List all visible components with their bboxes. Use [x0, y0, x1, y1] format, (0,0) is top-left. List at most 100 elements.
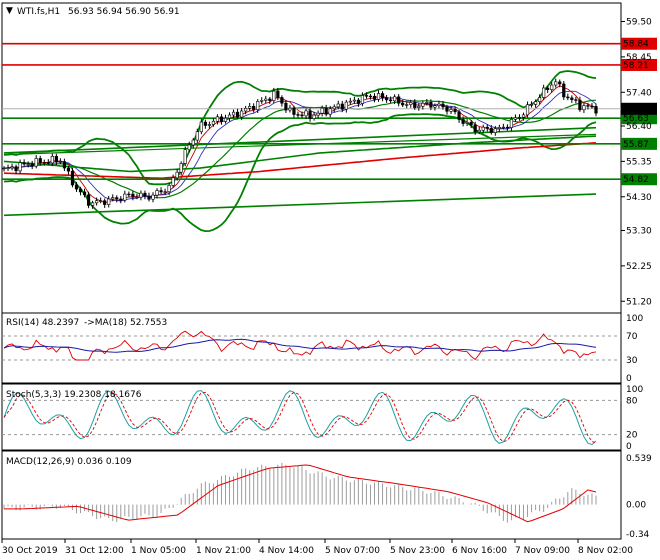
stoch-tick-label: 20 — [626, 431, 638, 441]
candle-body — [38, 158, 42, 163]
candle-body — [207, 124, 211, 126]
price-tick-label: 51.20 — [626, 297, 652, 307]
level-tag — [621, 58, 657, 71]
candle-body — [457, 111, 461, 120]
current-price-tag — [621, 102, 657, 115]
candle-body — [300, 114, 304, 117]
candle-body — [501, 126, 505, 129]
candle-body — [18, 162, 22, 172]
candle-body — [316, 112, 320, 116]
price-tick-label: 53.30 — [626, 226, 652, 236]
candle-body — [288, 107, 292, 111]
candle-body — [139, 192, 143, 198]
candle-body — [127, 193, 131, 196]
candle-body — [449, 109, 453, 112]
time-tick-label: 4 Nov 14:00 — [259, 546, 314, 556]
candle-body — [115, 197, 119, 200]
candle-body — [505, 126, 510, 129]
candle-body — [425, 102, 429, 104]
time-tick-label: 30 Oct 2019 — [2, 546, 58, 556]
candle-body — [10, 166, 14, 169]
candle-body — [336, 103, 340, 108]
candle-body — [525, 104, 530, 116]
time-tick-label: 5 Nov 23:00 — [390, 546, 445, 556]
candle-body — [405, 104, 409, 106]
candle-body — [481, 126, 485, 131]
candle-body — [340, 103, 344, 110]
candle-body — [175, 171, 179, 179]
candle-body — [248, 105, 252, 109]
candle-body — [393, 96, 397, 102]
macd-tick-label: 0.00 — [626, 501, 646, 511]
candle-body — [469, 122, 473, 126]
candle-body — [348, 100, 352, 103]
candle-body — [550, 84, 554, 90]
candle-body — [6, 167, 10, 169]
current-price-label: 56.91 — [623, 105, 649, 115]
candle-body — [167, 185, 171, 193]
macd-signal-line — [4, 464, 597, 523]
candle-body — [30, 163, 34, 167]
candle-body — [143, 192, 147, 197]
candle-body — [199, 121, 203, 133]
candle-body — [163, 191, 167, 193]
level-tag-label: 55.87 — [623, 140, 649, 150]
candle-body — [477, 129, 481, 133]
candle-body — [533, 101, 538, 105]
candle-body — [529, 104, 534, 106]
time-tick-label: 7 Nov 09:00 — [515, 546, 570, 556]
candle-body — [2, 167, 6, 170]
candle-body — [50, 156, 54, 164]
candle-body — [465, 122, 469, 124]
candle-body — [147, 195, 151, 200]
level-tag — [621, 137, 657, 150]
candle-body — [191, 139, 195, 146]
candle-body — [497, 127, 501, 129]
ma-fast-line — [3, 85, 597, 204]
rsi-tick-label: 0 — [626, 374, 632, 384]
candle-body — [401, 102, 405, 106]
level-tag-label: 56.63 — [623, 114, 649, 124]
candle-body — [332, 106, 336, 110]
candle-body — [78, 188, 83, 193]
candle-body — [485, 126, 489, 129]
candle-body — [292, 107, 296, 115]
stoch-tick-label: 80 — [626, 396, 638, 406]
candle-body — [119, 198, 123, 201]
time-tick-label: 5 Nov 07:00 — [325, 546, 380, 556]
stoch-tick-label: 100 — [626, 385, 643, 395]
candle-body — [171, 177, 175, 186]
candle-body — [70, 170, 75, 186]
candle-body — [542, 87, 546, 98]
rsi-label: RSI(14) 48.2397 — [6, 318, 79, 328]
candle-body — [364, 95, 369, 97]
time-tick-label: 1 Nov 05:00 — [131, 546, 186, 556]
candle-body — [489, 128, 493, 133]
price-tick-label: 55.35 — [626, 157, 652, 167]
candle-body — [473, 124, 477, 133]
candle-body — [517, 116, 522, 119]
candle-body — [179, 163, 183, 173]
candle-body — [521, 114, 526, 118]
candle-body — [566, 96, 570, 99]
price-tick-label: 57.40 — [626, 88, 652, 98]
candle-body — [74, 184, 79, 190]
candle-body — [445, 106, 449, 112]
candle-body — [54, 156, 58, 163]
candle-body — [244, 108, 248, 112]
candle-body — [34, 158, 38, 167]
candle-body — [195, 131, 199, 141]
candle-body — [264, 98, 268, 101]
candle-body — [429, 102, 433, 108]
rsi-tick-label: 70 — [626, 332, 638, 342]
candle-body — [14, 166, 18, 172]
candle-body — [461, 119, 465, 124]
candle-body — [227, 114, 232, 119]
candle-body — [82, 191, 87, 196]
stoch-k-line — [3, 390, 597, 446]
candle-body — [42, 162, 46, 164]
candle-body — [58, 161, 62, 163]
candle-body — [268, 98, 272, 101]
candle-body — [211, 120, 216, 125]
